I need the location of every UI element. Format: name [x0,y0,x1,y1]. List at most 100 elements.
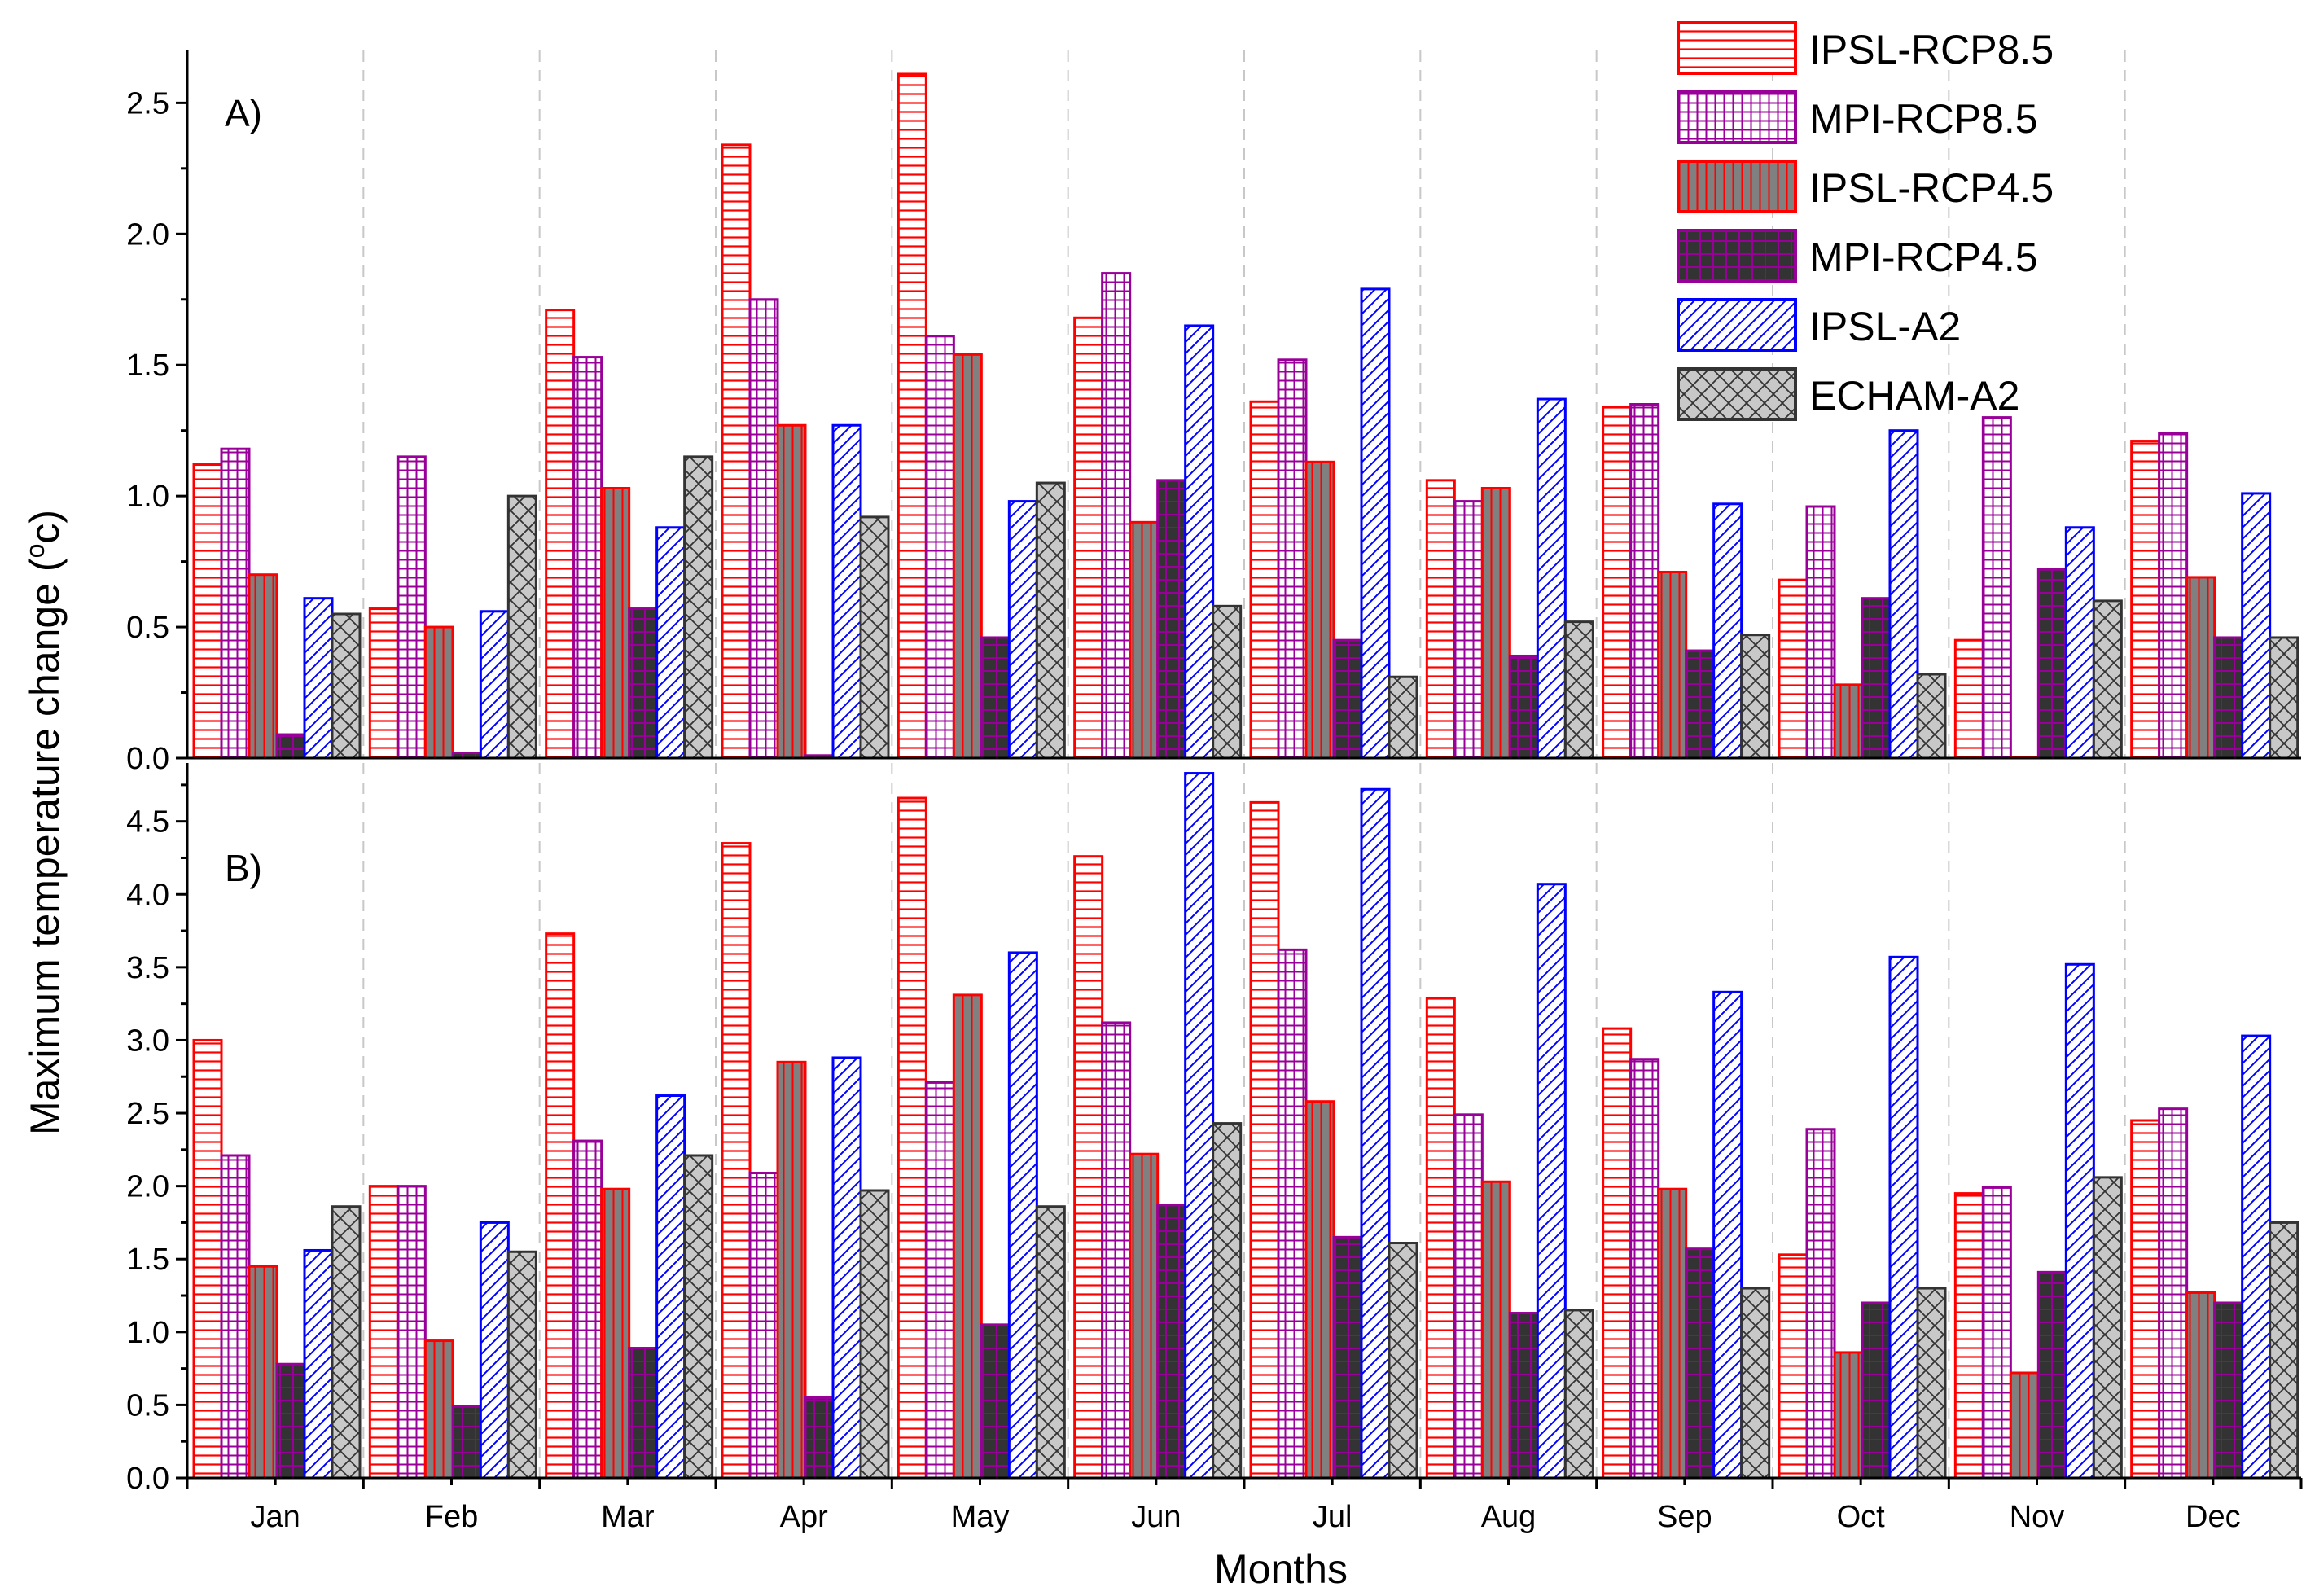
bar-b-echam-a2-may [1035,1205,1066,1480]
bar-b-echam-a2-feb [506,1250,537,1480]
bar-a-ipsl-a2-sep [1712,502,1743,760]
bar-a-mpi-rcp8-5-feb [396,455,427,760]
y-tick-label: 0.5 [126,611,169,645]
bar-a-ipsl-rcp8-5-mar [545,309,576,760]
y-axis-title: Maximum temperature change (oc) [20,510,68,1135]
panel-label-b: B) [225,847,262,889]
bar-a-mpi-rcp8-5-jan [220,447,251,760]
bar-a-mpi-rcp4-5-jul [1332,638,1363,760]
legend-label-echam-a2: ECHAM-A2 [1809,373,2019,419]
bar-a-ipsl-a2-oct [1888,429,1919,760]
y-tick-label: 4.5 [126,805,169,840]
bar-b-ipsl-rcp8-5-aug [1425,996,1456,1480]
bar-a-mpi-rcp8-5-apr [748,298,779,760]
bar-b-ipsl-rcp4-5-dec [2185,1291,2216,1480]
bar-b-ipsl-rcp8-5-nov [1953,1192,1984,1480]
bar-a-ipsl-rcp4-5-jun [1129,520,1160,760]
bar-b-ipsl-rcp4-5-aug [1480,1180,1511,1480]
y-axis-title-unit: c) [22,510,68,544]
bar-a-mpi-rcp4-5-mar [628,607,659,760]
bar-a-mpi-rcp4-5-oct [1861,597,1892,760]
legend-swatch-echam-a2 [1677,367,1797,421]
bar-b-ipsl-rcp8-5-jan [192,1038,223,1480]
bar-a-ipsl-rcp8-5-may [897,72,927,760]
legend-label-ipsl-a2: IPSL-A2 [1809,304,1961,349]
bar-b-echam-a2-mar [683,1154,714,1480]
bar-b-mpi-rcp8-5-jun [1101,1021,1132,1480]
x-tick-label-dec: Dec [2185,1500,2241,1534]
bar-b-mpi-rcp4-5-jan [275,1362,306,1480]
bar-b-echam-a2-oct [1916,1287,1947,1480]
bar-b-echam-a2-dec [2269,1221,2299,1480]
bar-a-ipsl-rcp8-5-apr [721,143,752,760]
bar-b-mpi-rcp4-5-mar [628,1347,659,1480]
bar-a-ipsl-a2-jul [1360,287,1391,760]
y-tick-label: 1.0 [126,1316,169,1350]
bar-a-echam-a2-may [1035,481,1066,760]
bar-b-echam-a2-sep [1740,1287,1771,1480]
x-tick-label-aug: Aug [1481,1500,1537,1534]
bar-a-echam-a2-feb [506,494,537,760]
bar-b-ipsl-rcp4-5-feb [423,1340,454,1480]
bar-a-ipsl-rcp4-5-mar [600,486,631,760]
bar-a-ipsl-rcp8-5-sep [1602,406,1633,760]
bar-b-ipsl-a2-sep [1712,990,1743,1480]
bar-b-ipsl-a2-jun [1184,772,1215,1480]
bar-a-mpi-rcp4-5-jan [275,733,306,760]
bar-b-echam-a2-jan [331,1205,362,1480]
bar-a-ipsl-rcp4-5-aug [1480,486,1511,760]
bar-b-echam-a2-jun [1212,1122,1243,1480]
bar-b-ipsl-rcp4-5-oct [1833,1351,1864,1480]
y-axis-title-degree: o [20,544,50,559]
bar-a-ipsl-rcp8-5-jan [192,463,223,760]
y-tick-label: 0.0 [126,742,169,776]
bar-b-ipsl-rcp8-5-mar [545,932,576,1480]
bar-a-echam-a2-nov [2092,599,2123,760]
bar-a-ipsl-rcp4-5-dec [2185,576,2216,760]
bar-b-ipsl-rcp4-5-jul [1304,1100,1335,1480]
legend-swatch-mpi-rcp85 [1677,90,1797,144]
bar-a-ipsl-a2-jan [303,597,334,760]
bar-b-mpi-rcp8-5-apr [748,1172,779,1480]
bar-b-ipsl-rcp8-5-jun [1073,855,1104,1480]
bar-a-ipsl-rcp8-5-jul [1249,400,1280,760]
bar-b-mpi-rcp8-5-dec [2158,1107,2189,1480]
bar-b-mpi-rcp8-5-may [924,1081,955,1480]
bar-a-echam-a2-mar [683,455,714,760]
y-tick-label: 2.5 [126,1097,169,1131]
bar-a-mpi-rcp4-5-may [980,636,1011,760]
bar-a-ipsl-rcp8-5-nov [1953,638,1984,760]
bar-b-mpi-rcp8-5-nov [1981,1186,2012,1480]
bar-b-echam-a2-apr [859,1189,890,1480]
bar-b-ipsl-a2-apr [831,1056,862,1480]
x-tick-label-oct: Oct [1837,1500,1886,1534]
bar-b-mpi-rcp4-5-jun [1156,1204,1187,1480]
x-tick-label-mar: Mar [601,1500,655,1534]
bar-a-echam-a2-oct [1916,673,1947,760]
bar-b-ipsl-a2-oct [1888,955,1919,1480]
bar-a-ipsl-a2-aug [1536,397,1567,760]
bar-a-ipsl-a2-nov [2064,526,2095,760]
bar-a-echam-a2-apr [859,515,890,760]
bar-b-mpi-rcp4-5-apr [804,1396,835,1480]
bar-a-mpi-rcp4-5-nov [2036,568,2067,760]
bar-a-ipsl-rcp8-5-oct [1778,578,1808,760]
legend-swatch-mpi-rcp45 [1677,229,1797,283]
legend-swatch-ipsl-rcp45 [1677,160,1797,213]
bar-b-mpi-rcp8-5-sep [1629,1058,1660,1480]
bar-a-mpi-rcp8-5-sep [1629,403,1660,760]
bar-b-ipsl-a2-may [1007,951,1038,1480]
bar-a-mpi-rcp8-5-mar [572,356,603,760]
bar-a-echam-a2-jul [1388,675,1418,760]
legend-swatch-ipsl-rcp85 [1677,21,1797,75]
y-tick-label: 1.0 [126,480,169,514]
legend-swatch-ipsl-a2 [1677,298,1797,352]
bar-b-mpi-rcp8-5-feb [396,1185,427,1480]
bar-b-ipsl-a2-mar [655,1094,686,1480]
legend: IPSL-RCP8.5 MPI-RCP8.5 IPSL-RCP4.5 MPI-R… [1677,21,2054,421]
bar-b-ipsl-rcp8-5-apr [721,842,752,1480]
bar-b-ipsl-rcp4-5-apr [776,1060,807,1480]
x-tick-label-apr: Apr [780,1500,828,1534]
y-axis-title-main: Maximum temperature change ( [22,558,68,1135]
